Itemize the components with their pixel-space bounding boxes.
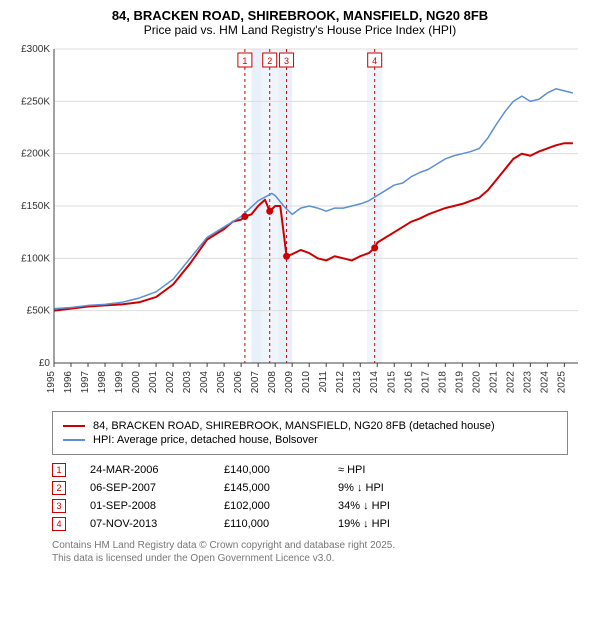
svg-text:2005: 2005 xyxy=(216,371,227,394)
svg-text:2013: 2013 xyxy=(352,371,363,394)
legend-row: HPI: Average price, detached house, Bols… xyxy=(63,434,557,446)
transaction-row: 1 24-MAR-2006 £140,000 ≈ HPI xyxy=(52,463,568,477)
transaction-row: 4 07-NOV-2013 £110,000 19% ↓ HPI xyxy=(52,517,568,531)
svg-text:£100K: £100K xyxy=(21,253,50,264)
transaction-badge: 2 xyxy=(52,481,66,495)
svg-text:2020: 2020 xyxy=(471,371,482,394)
footer-line-2: This data is licensed under the Open Gov… xyxy=(52,552,568,565)
svg-text:2018: 2018 xyxy=(437,371,448,394)
legend-swatch xyxy=(63,425,85,427)
svg-text:2001: 2001 xyxy=(148,371,159,394)
svg-text:2007: 2007 xyxy=(250,371,261,394)
transaction-date: 01-SEP-2008 xyxy=(90,500,200,512)
svg-text:£50K: £50K xyxy=(27,306,51,317)
chart-container: 84, BRACKEN ROAD, SHIREBROOK, MANSFIELD,… xyxy=(0,0,600,573)
svg-text:2002: 2002 xyxy=(165,371,176,394)
svg-text:2021: 2021 xyxy=(488,371,499,394)
svg-text:2008: 2008 xyxy=(267,371,278,394)
transaction-badge: 3 xyxy=(52,499,66,513)
svg-text:3: 3 xyxy=(284,56,289,66)
svg-text:2004: 2004 xyxy=(199,371,210,394)
svg-text:1998: 1998 xyxy=(97,371,108,394)
legend-row: 84, BRACKEN ROAD, SHIREBROOK, MANSFIELD,… xyxy=(63,420,557,432)
transaction-row: 2 06-SEP-2007 £145,000 9% ↓ HPI xyxy=(52,481,568,495)
svg-text:1997: 1997 xyxy=(80,371,91,394)
chart-subtitle: Price paid vs. HM Land Registry's House … xyxy=(12,23,588,37)
chart-title: 84, BRACKEN ROAD, SHIREBROOK, MANSFIELD,… xyxy=(12,8,588,23)
svg-text:4: 4 xyxy=(372,56,377,66)
svg-text:2010: 2010 xyxy=(301,371,312,394)
legend-box: 84, BRACKEN ROAD, SHIREBROOK, MANSFIELD,… xyxy=(52,411,568,455)
transaction-diff: ≈ HPI xyxy=(338,464,438,476)
svg-text:1: 1 xyxy=(242,56,247,66)
svg-text:2015: 2015 xyxy=(386,371,397,394)
svg-text:2014: 2014 xyxy=(369,371,380,394)
legend-label: HPI: Average price, detached house, Bols… xyxy=(93,434,318,446)
transaction-date: 07-NOV-2013 xyxy=(90,518,200,530)
svg-text:£150K: £150K xyxy=(21,201,50,212)
svg-text:2000: 2000 xyxy=(131,371,142,394)
svg-text:2003: 2003 xyxy=(182,371,193,394)
svg-text:2016: 2016 xyxy=(403,371,414,394)
svg-text:2024: 2024 xyxy=(539,371,550,394)
svg-text:£200K: £200K xyxy=(21,149,50,160)
line-chart-svg: £0 £50K £100K £150K £200K £250K £300K 1995 1996 1… xyxy=(12,43,588,403)
footer-attribution: Contains HM Land Registry data © Crown c… xyxy=(52,539,568,565)
transaction-badge: 1 xyxy=(52,463,66,477)
svg-text:1996: 1996 xyxy=(63,371,74,394)
transactions-table: 1 24-MAR-2006 £140,000 ≈ HPI 2 06-SEP-2007 £14… xyxy=(52,463,568,531)
footer-line-1: Contains HM Land Registry data © Crown c… xyxy=(52,539,568,552)
legend-label: 84, BRACKEN ROAD, SHIREBROOK, MANSFIELD,… xyxy=(93,420,495,432)
svg-text:£0: £0 xyxy=(39,358,51,369)
transaction-date: 06-SEP-2007 xyxy=(90,482,200,494)
svg-text:2025: 2025 xyxy=(556,371,567,394)
svg-text:2006: 2006 xyxy=(233,371,244,394)
transaction-price: £110,000 xyxy=(224,518,314,530)
transaction-badge: 4 xyxy=(52,517,66,531)
svg-text:1995: 1995 xyxy=(46,371,57,394)
transaction-diff: 9% ↓ HPI xyxy=(338,482,438,494)
svg-text:2017: 2017 xyxy=(420,371,431,394)
svg-text:2022: 2022 xyxy=(505,371,516,394)
svg-text:2019: 2019 xyxy=(454,371,465,394)
transaction-price: £145,000 xyxy=(224,482,314,494)
svg-text:2011: 2011 xyxy=(318,371,329,393)
svg-text:2009: 2009 xyxy=(284,371,295,394)
svg-text:2: 2 xyxy=(267,56,272,66)
title-block: 84, BRACKEN ROAD, SHIREBROOK, MANSFIELD,… xyxy=(12,8,588,37)
transaction-price: £140,000 xyxy=(224,464,314,476)
svg-text:2023: 2023 xyxy=(522,371,533,394)
svg-text:1999: 1999 xyxy=(114,371,125,394)
svg-text:£250K: £250K xyxy=(21,96,50,107)
transaction-diff: 34% ↓ HPI xyxy=(338,500,438,512)
transaction-date: 24-MAR-2006 xyxy=(90,464,200,476)
legend-swatch xyxy=(63,439,85,441)
svg-text:2012: 2012 xyxy=(335,371,346,394)
transaction-row: 3 01-SEP-2008 £102,000 34% ↓ HPI xyxy=(52,499,568,513)
chart-area: £0 £50K £100K £150K £200K £250K £300K 1995 1996 1… xyxy=(12,43,588,403)
transaction-price: £102,000 xyxy=(224,500,314,512)
transaction-diff: 19% ↓ HPI xyxy=(338,518,438,530)
svg-text:£300K: £300K xyxy=(21,44,50,55)
